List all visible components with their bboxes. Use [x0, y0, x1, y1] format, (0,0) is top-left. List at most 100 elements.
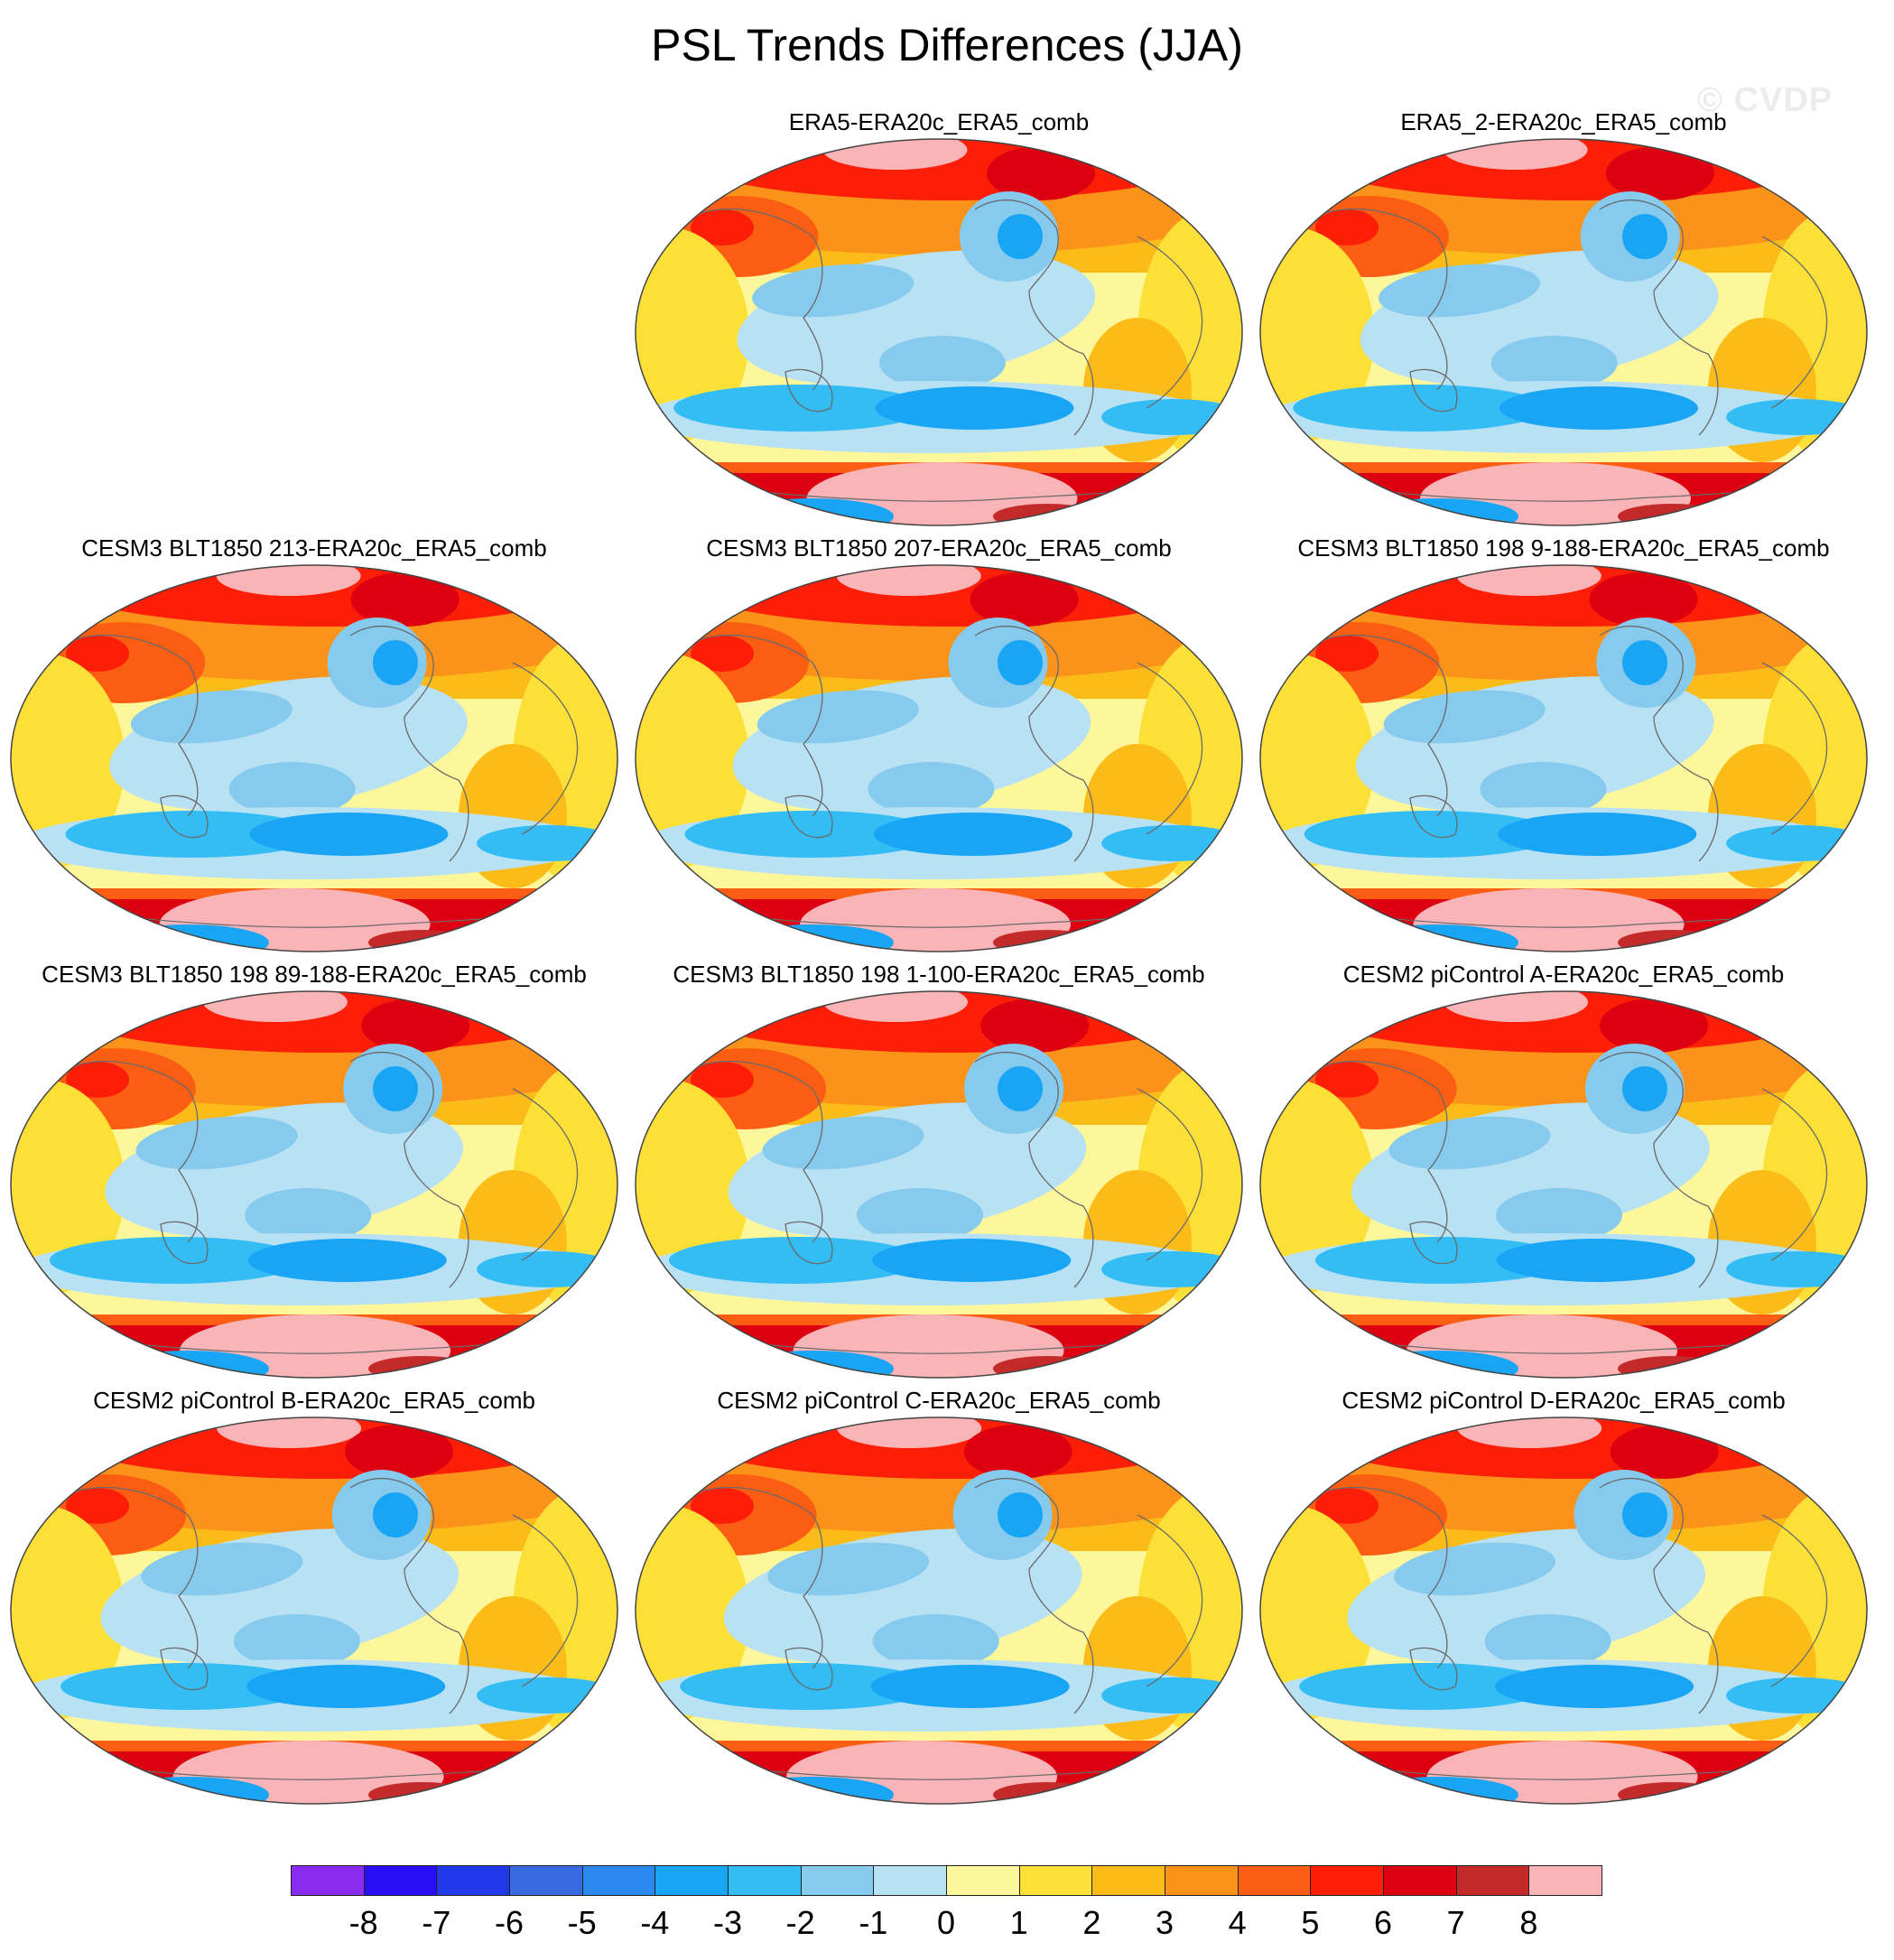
greenland-red [980, 999, 1090, 1053]
tibet-red [1315, 1488, 1379, 1524]
coastline-asia [1310, 1487, 1448, 1669]
coastline-americas [1599, 1477, 1719, 1714]
greenland-red [344, 1425, 453, 1479]
pacific-blue-center [1495, 1188, 1622, 1242]
colorbar-tick-label: 2 [1082, 1904, 1101, 1941]
map-panel: ERA5-ERA20c_ERA5_comb [632, 107, 1246, 531]
colorbar-tick-label: -7 [422, 1904, 451, 1941]
antarctic-dark-red [368, 930, 477, 952]
robinson-map [1259, 138, 1868, 526]
southern-ocean-blue-w [684, 811, 938, 858]
north-america-deep-blue [998, 1066, 1043, 1111]
coastline-australia [785, 368, 833, 413]
coastline-africa [1761, 662, 1828, 835]
panel-title: CESM3 BLT1850 198 1-100-ERA20c_ERA5_comb [673, 961, 1205, 988]
southern-ocean-blue-w [1314, 1237, 1568, 1284]
antarctic-dark-red [1618, 1356, 1726, 1378]
coastline-africa [1761, 236, 1828, 409]
coastline-africa [1761, 1088, 1828, 1261]
coastline-asia [1310, 209, 1448, 391]
southern-ocean-blue-c [875, 386, 1074, 430]
colorbar-tick-label: -2 [785, 1904, 815, 1941]
coastline-africa [1137, 1514, 1203, 1687]
coastline-americas [974, 625, 1094, 862]
tibet-red [66, 1488, 129, 1524]
colorbar-tick-label: -1 [859, 1904, 888, 1941]
globe-outline [1259, 564, 1868, 952]
robinson-map [1259, 564, 1868, 952]
coastline-americas [974, 199, 1094, 436]
robinson-map [635, 138, 1243, 526]
coastline-americas [1599, 1051, 1719, 1288]
southern-ocean-blue-w [1299, 1663, 1553, 1710]
pacific-blue-center [872, 1614, 999, 1668]
north-america-deep-blue [373, 640, 418, 685]
southern-ocean-blue-w [65, 811, 319, 858]
southern-ocean-blue-c [1496, 1239, 1695, 1282]
coastline-asia [60, 1487, 199, 1669]
antarctic-dark-red [1618, 504, 1726, 525]
map-panel: CESM3 BLT1850 198 1-100-ERA20c_ERA5_comb [632, 959, 1246, 1383]
africa-yellow [636, 654, 749, 870]
pacific-blue-center [233, 1614, 360, 1668]
southern-ocean-blue-w [680, 1663, 933, 1710]
panel-title: CESM2 piControl A-ERA20c_ERA5_comb [1342, 961, 1785, 988]
colorbar-tick-label: 6 [1373, 1904, 1393, 1941]
greenland-red [1600, 999, 1709, 1053]
colorbar-tick-label: 5 [1301, 1904, 1320, 1941]
coastline-asia [1310, 1061, 1448, 1243]
coastline-africa [1137, 662, 1203, 835]
africa-yellow [11, 1506, 125, 1723]
southern-ocean-blue-w [1293, 385, 1546, 432]
pacific-blue-west [767, 1542, 930, 1596]
antarctic-dark-red [1618, 930, 1726, 952]
colorbar-box [1091, 1865, 1165, 1896]
robinson-map [635, 1417, 1243, 1805]
globe-outline [10, 990, 618, 1379]
globe-outline [10, 1417, 618, 1805]
figure-title: PSL Trends Differences (JJA) [651, 20, 1243, 70]
coastline-australia [160, 794, 209, 839]
panel-title: CESM2 piControl D-ERA20c_ERA5_comb [1342, 1387, 1786, 1414]
africa-yellow [1260, 228, 1374, 444]
southern-ocean-blue-e [1726, 1677, 1867, 1714]
colorbar [291, 1865, 1602, 1896]
antarctic-dark-red [368, 1782, 477, 1804]
coastline-asia [60, 1061, 199, 1243]
southern-ocean-blue-e [1101, 1677, 1242, 1714]
cvdp-watermark: © CVDP [1697, 81, 1834, 119]
colorbar-tick-label: -3 [712, 1904, 742, 1941]
coastline-asia [685, 1061, 823, 1243]
panel-title: CESM3 BLT1850 198 9-188-ERA20c_ERA5_comb [1297, 534, 1830, 562]
africa-yellow [636, 1506, 749, 1723]
map-panel: CESM2 piControl A-ERA20c_ERA5_comb [1257, 959, 1871, 1383]
map-field [636, 565, 1242, 952]
map-panel: CESM3 BLT1850 207-ERA20c_ERA5_comb [632, 533, 1246, 957]
panel-title: ERA5_2-ERA20c_ERA5_comb [1400, 108, 1727, 135]
tibet-red [691, 636, 754, 672]
colorbar-tick-label: -8 [348, 1904, 378, 1941]
southern-ocean-blue-e [1726, 1251, 1867, 1287]
antarctic-dark-red [368, 1356, 477, 1378]
southern-ocean-blue-e [477, 1677, 617, 1714]
coastline-asia [60, 635, 199, 817]
tibet-red [1315, 209, 1379, 246]
panel-title: CESM3 BLT1850 207-ERA20c_ERA5_comb [706, 534, 1172, 562]
colorbar-box [946, 1865, 1020, 1896]
map-panel: CESM3 BLT1850 198 9-188-ERA20c_ERA5_comb [1257, 533, 1871, 957]
coastline-australia [160, 1221, 209, 1265]
globe-outline [10, 564, 618, 952]
coastline-australia [1409, 1221, 1458, 1265]
coastline-australia [1409, 368, 1458, 413]
map-field [11, 1417, 617, 1804]
colorbar-box [800, 1865, 875, 1896]
tibet-red [66, 1062, 129, 1098]
map-panel: CESM2 piControl B-ERA20c_ERA5_comb [7, 1385, 621, 1809]
north-america-deep-blue [1622, 1066, 1667, 1111]
globe-outline [635, 138, 1243, 526]
southern-ocean-blue-c [249, 813, 449, 856]
southern-ocean-blue-e [1101, 399, 1242, 435]
southern-ocean-blue-w [668, 1237, 922, 1284]
north-america-deep-blue [373, 1066, 418, 1111]
tibet-red [1315, 636, 1379, 672]
